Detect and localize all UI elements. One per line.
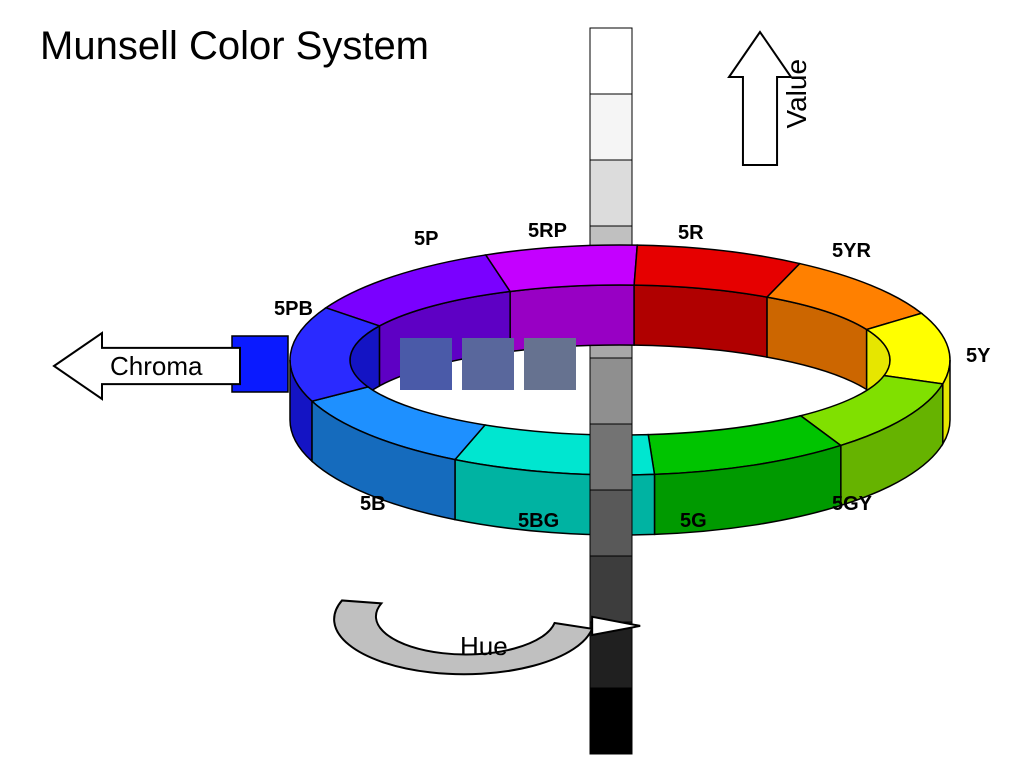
chroma-axis-label: Chroma [110,351,203,381]
value-step [590,160,632,226]
hue-label: 5G [680,510,707,533]
hue-label: 5PB [274,298,313,321]
hue-label: 5Y [966,345,990,368]
value-step-front [590,556,632,622]
munsell-diagram: Value Hue Chroma [0,0,1024,782]
value-step-front [590,424,632,490]
hue-label: 5P [414,228,438,251]
hue-segment-top [486,245,637,291]
hue-label: 5YR [832,240,871,263]
hue-label: 5R [678,222,704,245]
hue-segment-inner-side [634,285,767,357]
value-step-front [590,358,632,424]
value-step [590,28,632,94]
hue-label: 5B [360,493,386,516]
chroma-square [400,338,452,390]
value-step [590,94,632,160]
value-step-front [590,490,632,556]
chroma-square [524,338,576,390]
value-axis-label: Value [781,59,812,129]
chroma-square [462,338,514,390]
hue-label: 5RP [528,220,567,243]
hue-axis-label: Hue [460,631,508,661]
value-step-front [590,688,632,754]
diagram-title: Munsell Color System [40,24,429,69]
hue-label: 5GY [832,493,872,516]
hue-label: 5BG [518,510,559,533]
